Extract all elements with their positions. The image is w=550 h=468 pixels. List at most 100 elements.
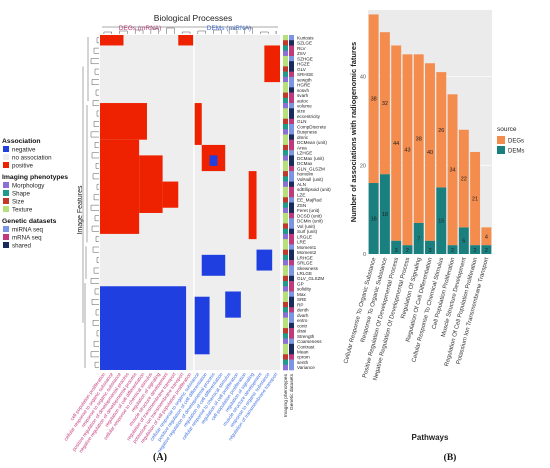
bar-dems-value-label: 2 — [485, 248, 488, 254]
heatmap-row-label: sdEllipsoid (unit) — [297, 187, 331, 192]
legend-swatch — [3, 162, 9, 168]
legend-item-label: negative — [12, 147, 36, 154]
phenotype-bar-cell — [283, 97, 288, 104]
phenotype-bar-cell — [283, 92, 288, 99]
heatmap-row-label: sewgth — [297, 77, 312, 82]
heatmap-row-label: Max — [297, 292, 306, 297]
bar-dems-value-label: 15 — [438, 219, 444, 225]
dataset-bar-cell — [289, 50, 294, 57]
heatmap-row-label: Area — [297, 145, 307, 150]
phenotype-bar-cell — [283, 359, 288, 366]
legend-swatch — [3, 242, 9, 248]
heatmap-row-label: SZLGE — [297, 41, 312, 46]
phenotype-bar-cell — [283, 66, 288, 72]
heatmap-row-label: dissi — [297, 329, 306, 334]
heatmap-row-label: dvarh — [297, 313, 309, 318]
heatmap-row-label: DCMax — [297, 161, 313, 166]
dataset-bar-cell — [289, 66, 294, 72]
heatmap-row-label: Moment2 — [297, 250, 317, 255]
bar-dems-segment — [458, 227, 469, 254]
bar-degs-value-label: 32 — [382, 101, 388, 107]
dataset-bar-cell — [289, 108, 294, 114]
phenotype-bar-cell — [283, 134, 288, 140]
phenotype-bar-cell — [283, 312, 288, 318]
phenotype-bar-cell — [283, 233, 288, 240]
heatmap-row-label: SRE — [297, 297, 306, 302]
phenotype-bar-cell — [283, 171, 288, 177]
heatmap-row-label: LRHGE — [297, 255, 313, 260]
heatmap-row-label: SRHGE — [297, 72, 313, 77]
heatmap-row-labels: KurtosisSZLGERLVZSVSZHGEHGZEGLVSRHGEsewg… — [297, 35, 331, 370]
legend-item-label: shared — [12, 243, 31, 250]
legend-swatch — [3, 182, 9, 188]
bar-dems-segment — [470, 245, 481, 254]
phenotype-bar-cell — [283, 197, 288, 203]
heatmap-row-label: Surf (unit) — [297, 229, 318, 234]
bar-dems-value-label: 16 — [371, 217, 377, 223]
phenotype-bar-cell — [283, 333, 288, 339]
phenotype-bar-cell — [283, 35, 288, 41]
dataset-bar-cell — [289, 118, 294, 125]
heatmap-row-label: Contrast — [297, 344, 315, 349]
heatmap-row-label: VolNull (unit) — [297, 177, 324, 182]
phenotype-bar-cell — [283, 218, 288, 224]
heatmap-row-label: solidity — [297, 287, 312, 292]
bar-legend-label: DEGs — [508, 139, 524, 145]
phenotype-bar-cell — [283, 150, 288, 156]
heatmap-row-label: DCMin (unit) — [297, 219, 323, 224]
dataset-bar-cell — [289, 218, 294, 224]
bar-degs-segment — [413, 54, 424, 223]
dataset-bar-cell — [289, 249, 294, 256]
legend-section-title: Genetic datasets — [2, 218, 57, 225]
heatmap-row-label: Skewness — [297, 266, 319, 271]
heatmap-row-label: CompDiscrete — [297, 124, 327, 129]
bar-legend-title: source — [497, 126, 517, 133]
heatmap-cell-block — [256, 249, 273, 271]
panel-label-b: (B) — [444, 452, 457, 463]
heatmap-row-label: LZHGE — [297, 151, 312, 156]
dataset-bar-cell — [289, 35, 294, 41]
heatmap-row-label: contr — [297, 323, 308, 328]
dataset-bar-cell — [289, 270, 294, 277]
bar-dems-value-label: 3 — [395, 248, 398, 254]
bar-degs-value-label: 22 — [461, 177, 467, 183]
phenotype-bar-cell — [283, 155, 288, 161]
dataset-bar-cell — [289, 87, 294, 93]
phenotype-bar-cell — [283, 254, 288, 261]
phenotype-bar-cell — [283, 82, 288, 88]
dataset-bar-cell — [289, 265, 294, 271]
dataset-bar-cell — [289, 155, 294, 161]
heatmap-row-label: RP — [297, 302, 303, 307]
dataset-bar-cell — [289, 349, 294, 355]
bar-degs-segment — [447, 94, 458, 246]
phenotype-bar-cell — [283, 165, 288, 172]
heatmap-cell-block — [178, 35, 194, 46]
phenotype-bar-cell — [283, 118, 288, 125]
bar-degs-segment — [379, 32, 390, 175]
dataset-bar-cell — [289, 286, 294, 292]
bar-dems-segment — [436, 187, 447, 254]
bar-degs-segment — [425, 63, 435, 241]
heatmap-row-label: GP — [297, 281, 304, 286]
phenotype-bar-cell — [283, 144, 288, 151]
bar-y-tick-label: 0 — [363, 252, 366, 258]
legend-item-label: positive — [12, 163, 34, 170]
heatmap-row-label: Kurtosis — [297, 35, 314, 40]
phenotype-bar-cell — [283, 317, 288, 324]
heatmap-cell-block — [193, 103, 202, 145]
heatmap-row-label: Coarseness — [297, 339, 322, 344]
dataset-bar-cell — [289, 55, 294, 62]
bar-degs-value-label: 38 — [371, 97, 377, 103]
bar-degs-segment — [391, 45, 402, 241]
bar-dems-segment — [425, 240, 435, 254]
bar-dems-segment — [402, 245, 413, 254]
legend-swatch — [3, 206, 9, 212]
bar-dems-segment — [379, 174, 390, 254]
phenotype-bar-cell — [283, 343, 288, 350]
phenotype-bar-cell — [283, 139, 288, 146]
heatmap-row-label: Strength — [297, 334, 315, 339]
legend-section-title: Imaging phenotypes — [2, 174, 68, 181]
heatmap-row-label: Moment1 — [297, 245, 317, 250]
phenotype-bar-cell — [283, 301, 288, 308]
